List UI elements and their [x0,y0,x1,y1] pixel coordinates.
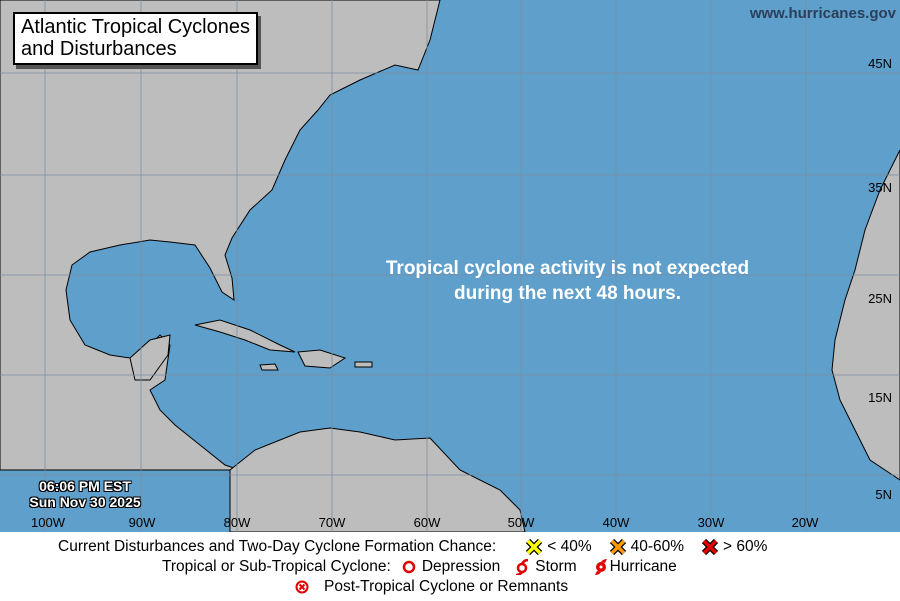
lon-label: 20W [791,515,819,530]
lon-label: 70W [318,515,346,530]
legend-disturbances-label: Current Disturbances and Two-Day Cyclone… [58,538,497,555]
lat-label: 45N [868,56,892,71]
legend-storm: Storm [535,558,577,575]
lon-label: 80W [223,515,251,530]
legend-hurricane: Hurricane [609,558,677,575]
north-america [0,0,441,471]
x-orange-icon [609,539,626,555]
message-line-1: Tropical cyclone activity is not expecte… [385,258,750,279]
atlantic-map [0,0,900,532]
legend: Current Disturbances and Two-Day Cyclone… [0,532,900,601]
legend-low: < 40% [547,538,592,555]
grid [0,0,900,532]
depression-icon [402,560,416,574]
legend-post-tropical: Post-Tropical Cyclone or Remnants [324,578,569,595]
lon-label: 50W [507,515,535,530]
website-link[interactable]: www.hurricanes.gov [749,5,896,22]
cuba [194,319,296,353]
timestamp-date: Sun Nov 30 2025 [29,494,141,510]
jamaica [259,363,279,371]
lon-label: 60W [413,515,441,530]
hurricane-icon [594,559,607,575]
lon-label: 100W [31,515,65,530]
yucatan [129,334,171,381]
outlook-message: Tropical cyclone activity is not expecte… [330,256,805,306]
legend-row-cyclones: Tropical or Sub-Tropical Cyclone: Depres… [162,558,677,576]
lon-label: 40W [602,515,630,530]
lat-label: 5N [875,487,892,502]
legend-medium: 40-60% [630,538,685,555]
lat-label: 35N [868,180,892,195]
lon-label: 90W [128,515,156,530]
message-line-2: during the next 48 hours. [454,283,681,304]
title-line-2: and Disturbances [21,38,177,60]
land [0,0,900,532]
legend-high: > 60% [723,538,768,555]
x-red-icon [702,539,719,555]
lon-label: 30W [697,515,725,530]
hispaniola [297,349,347,369]
title-line-1: Atlantic Tropical Cyclones [21,16,250,38]
south-america [229,427,526,532]
timestamp: 06:06 PM EST Sun Nov 30 2025 [20,478,150,510]
africa [831,149,900,481]
post-tropical-icon [295,580,309,594]
lat-label: 15N [868,390,892,405]
x-yellow-icon [526,539,543,555]
legend-row-disturbances: Current Disturbances and Two-Day Cyclone… [58,538,767,556]
map-title: Atlantic Tropical Cyclones and Disturban… [13,12,258,65]
timestamp-time: 06:06 PM EST [39,478,131,494]
lat-label: 25N [868,291,892,306]
storm-icon [516,559,529,575]
legend-cyclone-label: Tropical or Sub-Tropical Cyclone: [162,558,391,575]
legend-row-post-tropical: Post-Tropical Cyclone or Remnants [290,578,568,596]
legend-depression: Depression [421,558,501,575]
puerto-rico [354,361,373,368]
